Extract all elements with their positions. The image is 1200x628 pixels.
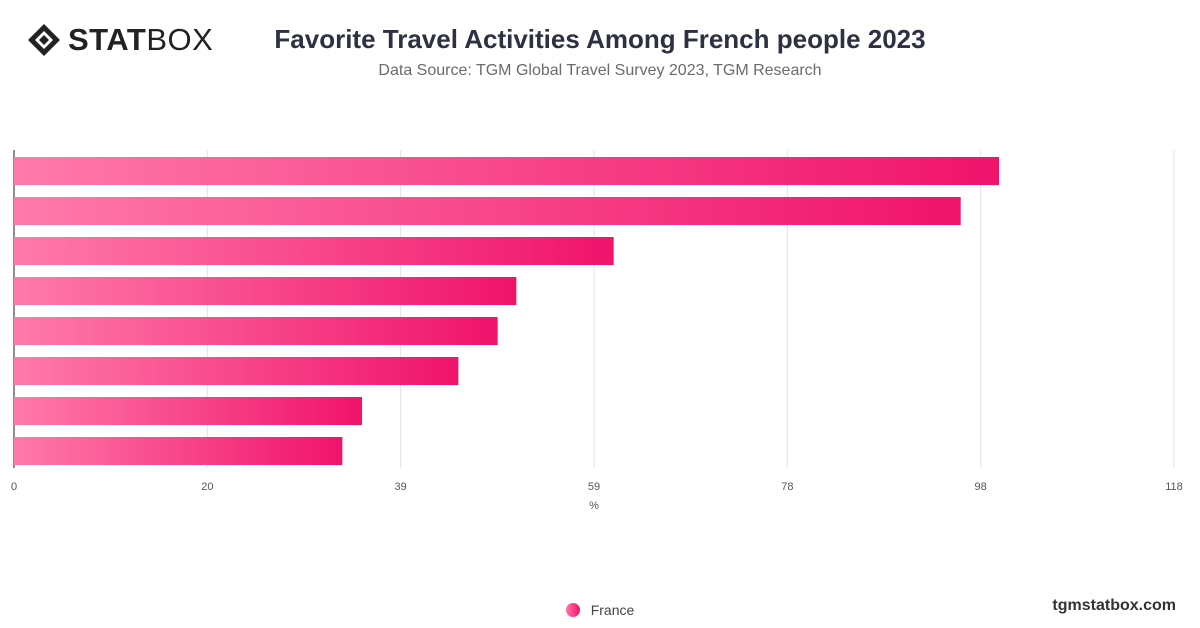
x-tick-label: 78 <box>781 481 793 493</box>
x-tick-label: 20 <box>201 481 213 493</box>
chart-subtitle: Data Source: TGM Global Travel Survey 20… <box>378 62 822 79</box>
legend-label: France <box>590 602 635 618</box>
bar <box>14 237 614 265</box>
diamond-logo-icon <box>28 24 60 56</box>
legend: France <box>0 602 1200 618</box>
x-tick-label: 98 <box>975 481 987 493</box>
bar <box>14 317 498 345</box>
watermark: tgmstatbox.com <box>1052 597 1176 614</box>
x-axis: 0 20 39 59 78 98 118% <box>11 481 1183 512</box>
x-tick-label: 0 <box>11 481 17 493</box>
bar-chart: 0 20 39 59 78 98 118% <box>11 150 1183 512</box>
logo-text-bold: STAT <box>68 22 147 57</box>
bar <box>14 157 1000 185</box>
x-tick-label: 59 <box>588 481 600 493</box>
statbox-logo: STATBOX <box>26 22 213 58</box>
bars <box>14 157 1000 465</box>
logo-text-light: BOX <box>146 22 214 57</box>
bar <box>14 197 961 225</box>
logo-text: STATBOX <box>68 22 213 58</box>
bar <box>14 357 459 385</box>
x-axis-label: % <box>589 500 599 512</box>
x-tick-label: 39 <box>395 481 407 493</box>
bar <box>14 397 362 425</box>
bar <box>14 437 343 465</box>
chart-title: Favorite Travel Activities Among French … <box>274 24 926 54</box>
bar <box>14 277 517 305</box>
x-tick-label: 118 <box>1165 481 1183 493</box>
legend-marker <box>565 603 580 617</box>
